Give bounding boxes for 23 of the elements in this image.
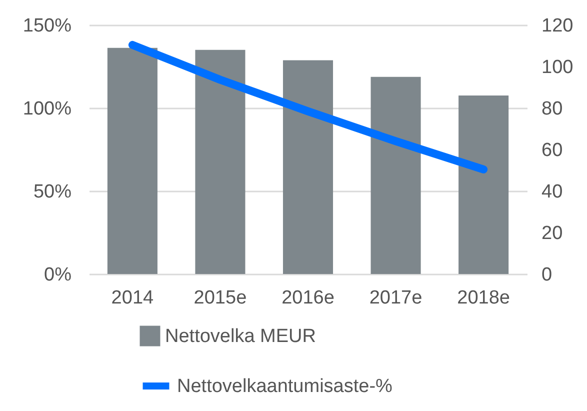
bar bbox=[458, 96, 509, 274]
x-tick-label: 2014 bbox=[111, 288, 154, 308]
legend-label: Nettovelkaantumisaste-% bbox=[177, 376, 393, 397]
y2-tick-label: 0 bbox=[542, 264, 552, 286]
x-tick-label: 2015e bbox=[194, 288, 247, 308]
bar bbox=[370, 76, 421, 274]
bar bbox=[195, 50, 246, 274]
y-tick-label: 0% bbox=[44, 264, 72, 286]
legend-label: Nettovelka MEUR bbox=[165, 326, 316, 347]
bar bbox=[107, 48, 158, 274]
x-tick-label: 2017e bbox=[369, 288, 422, 308]
y2-tick-label: 80 bbox=[542, 98, 563, 120]
y-tick-label: 50% bbox=[33, 182, 72, 202]
bar bbox=[282, 60, 334, 274]
y2-tick-label: 20 bbox=[542, 223, 563, 244]
y2-tick-label: 60 bbox=[542, 140, 563, 161]
x-tick-label: 2016e bbox=[282, 288, 334, 308]
y-tick-label: 100% bbox=[22, 98, 72, 120]
y2-tick-label: 120 bbox=[542, 16, 574, 36]
y-tick-label: 150% bbox=[22, 16, 72, 36]
x-tick-label: 2018e bbox=[457, 288, 510, 308]
y2-tick-label: 100 bbox=[542, 57, 574, 78]
y2-tick-label: 40 bbox=[542, 182, 563, 202]
